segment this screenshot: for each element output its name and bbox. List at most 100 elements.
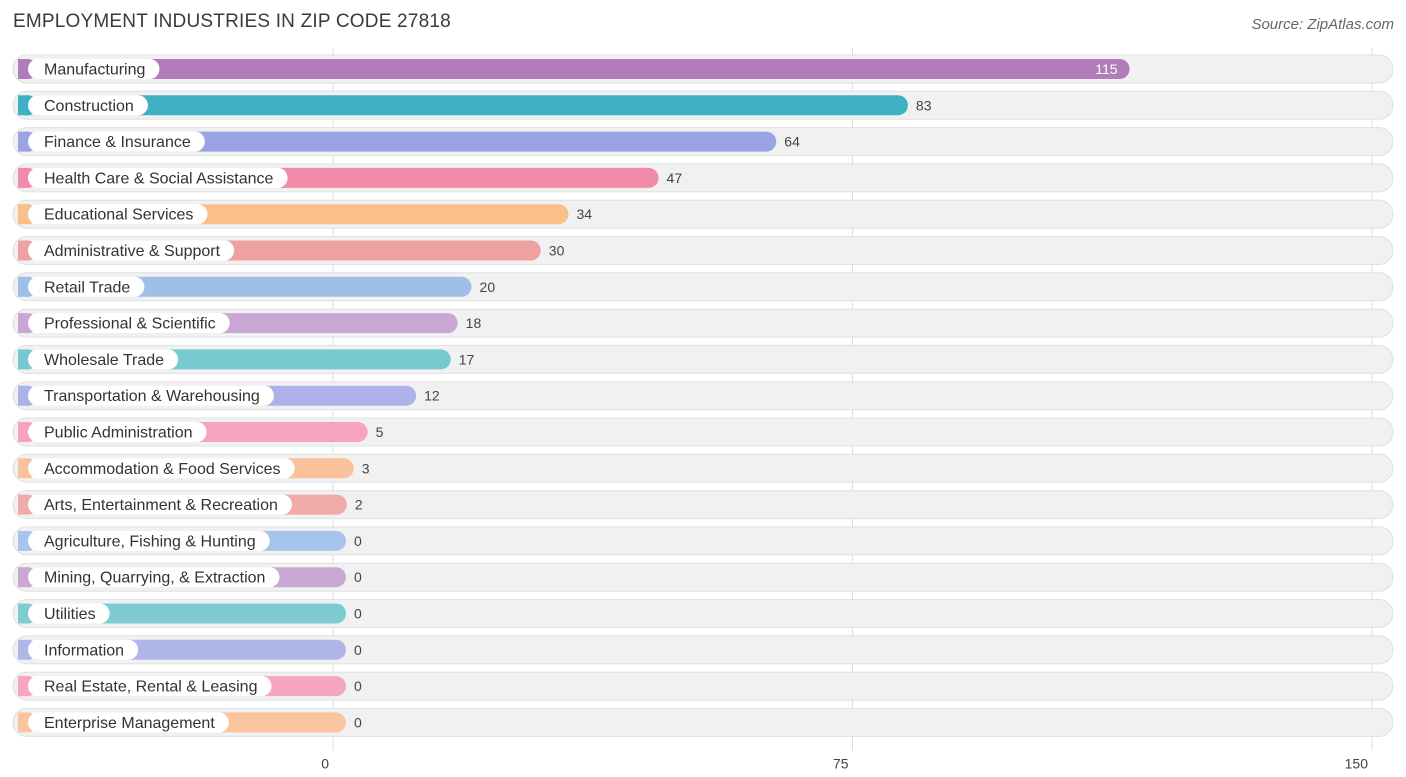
category-color-edge <box>18 204 28 225</box>
category-label-bg <box>28 494 292 515</box>
category-label-bg <box>28 240 235 261</box>
value-label: 18 <box>466 315 482 331</box>
row-background <box>12 490 1394 520</box>
category-label: Transportation & Warehousing <box>44 388 260 405</box>
category-label-bg <box>28 313 230 334</box>
category-label: Finance & Insurance <box>44 134 191 151</box>
category-color-edge <box>18 494 28 515</box>
category-label: Administrative & Support <box>44 243 221 260</box>
category-color-edge <box>18 422 28 442</box>
value-label: 20 <box>480 279 496 295</box>
bar-row-accommodation-and-food-services: Accommodation & Food Services 3 <box>12 453 1394 483</box>
bar-row-real-estate-rental-and-leasing: Real Estate, Rental & Leasing 0 <box>12 671 1394 701</box>
x-tick-label: 0 <box>321 755 329 771</box>
value-label: 0 <box>354 569 362 585</box>
category-label-bg <box>28 95 148 116</box>
category-label-bg <box>28 349 179 370</box>
bar-row-enterprise-management: Enterprise Management 0 <box>12 707 1394 737</box>
value-label: 2 <box>355 497 363 513</box>
bar-row-construction: Construction 83 <box>12 90 1394 120</box>
row-background <box>12 562 1394 592</box>
category-label: Retail Trade <box>44 279 130 296</box>
category-label-bg <box>28 676 272 697</box>
category-color-edge <box>18 95 28 116</box>
category-label-bg <box>28 131 205 152</box>
category-color-edge <box>18 240 28 261</box>
category-label-bg <box>28 59 160 79</box>
category-label: Real Estate, Rental & Leasing <box>44 679 257 696</box>
category-color-edge <box>18 676 28 697</box>
value-label: 0 <box>354 533 362 549</box>
category-label-bg <box>28 530 270 551</box>
row-background <box>12 635 1394 665</box>
category-label: Agriculture, Fishing & Hunting <box>44 533 256 550</box>
category-label: Wholesale Trade <box>44 352 164 369</box>
bar-row-public-administration: Public Administration 5 <box>12 417 1394 447</box>
category-color-edge <box>18 276 28 297</box>
value-label: 12 <box>424 388 440 404</box>
category-label-bg <box>28 712 229 733</box>
bar-row-manufacturing: Manufacturing 115 <box>12 54 1394 84</box>
value-label: 30 <box>549 243 565 259</box>
category-label-bg <box>28 385 274 406</box>
row-background <box>12 526 1394 556</box>
bar-row-administrative-and-support: Administrative & Support 30 <box>12 236 1394 265</box>
category-label-bg <box>28 603 110 624</box>
x-tick-label: 150 <box>1345 755 1369 771</box>
category-label: Professional & Scientific <box>44 316 216 333</box>
category-label: Utilities <box>44 606 96 623</box>
bar-row-utilities: Utilities 0 <box>12 599 1394 628</box>
value-label: 47 <box>667 170 683 186</box>
category-label: Construction <box>44 98 134 115</box>
category-label: Mining, Quarrying, & Extraction <box>44 570 265 587</box>
category-label: Enterprise Management <box>44 715 215 732</box>
category-label-bg <box>28 639 139 660</box>
category-color-edge <box>18 712 28 733</box>
value-label: 3 <box>362 460 370 476</box>
category-color-edge <box>18 603 28 624</box>
value-label: 17 <box>459 351 475 367</box>
category-color-edge <box>18 167 28 188</box>
bar-row-arts-entertainment-and-recreation: Arts, Entertainment & Recreation 2 <box>12 490 1394 520</box>
category-color-edge <box>18 639 28 660</box>
x-axis-ticks: 0 75 150 <box>321 755 1368 771</box>
category-label-bg <box>28 422 207 442</box>
chart-rows: Manufacturing 115 Construction 83 Finance & … <box>12 54 1394 737</box>
bar <box>18 59 1130 79</box>
x-tick-label: 75 <box>833 755 849 771</box>
bar-row-wholesale-trade: Wholesale Trade 17 <box>12 344 1394 374</box>
bar-row-health-care-and-social-assistance: Health Care & Social Assistance 47 <box>12 163 1394 193</box>
category-color-edge <box>18 567 28 588</box>
category-label-bg <box>28 458 295 479</box>
bar-row-mining-quarrying-and-extraction: Mining, Quarrying, & Extraction 0 <box>12 562 1394 592</box>
bar-row-finance-and-insurance: Finance & Insurance 64 <box>12 127 1394 157</box>
category-label-bg <box>28 167 288 188</box>
row-background <box>12 453 1394 483</box>
category-label: Arts, Entertainment & Recreation <box>44 497 278 514</box>
value-label: 64 <box>784 134 800 150</box>
category-label: Information <box>44 642 124 659</box>
category-label-bg <box>28 276 145 297</box>
category-color-edge <box>18 530 28 551</box>
value-label: 115 <box>1095 61 1118 77</box>
category-label: Educational Services <box>44 207 193 224</box>
category-label-bg <box>28 204 208 225</box>
bar-row-transportation-and-warehousing: Transportation & Warehousing 12 <box>12 381 1394 411</box>
value-label: 5 <box>376 424 384 440</box>
value-label: 0 <box>354 642 362 658</box>
row-background <box>12 707 1394 737</box>
bar-row-retail-trade: Retail Trade 20 <box>12 272 1394 302</box>
bar-row-educational-services: Educational Services 34 <box>12 199 1394 229</box>
category-color-edge <box>18 458 28 479</box>
value-label: 34 <box>577 206 593 222</box>
value-label: 0 <box>354 714 362 730</box>
category-color-edge <box>18 385 28 406</box>
bar <box>18 131 777 152</box>
category-color-edge <box>18 59 28 79</box>
row-background <box>12 599 1394 628</box>
category-color-edge <box>18 131 28 152</box>
category-label: Public Administration <box>44 425 193 442</box>
value-label: 83 <box>916 97 932 113</box>
category-label-bg <box>28 567 280 588</box>
